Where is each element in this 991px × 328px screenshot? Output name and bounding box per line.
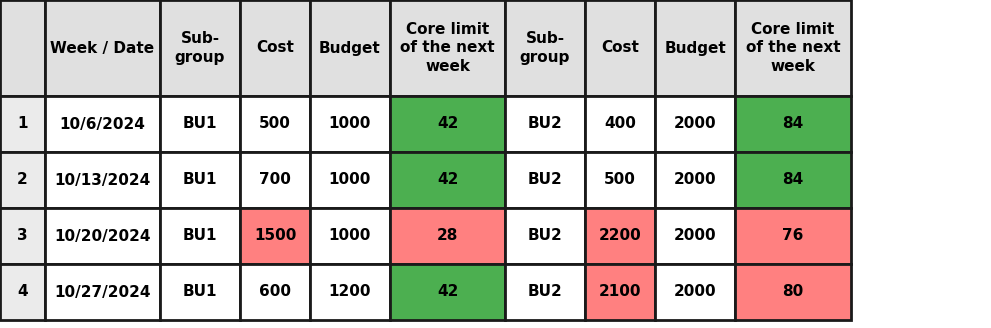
Text: BU2: BU2 — [527, 173, 562, 188]
Text: BU1: BU1 — [182, 229, 217, 243]
Text: 2100: 2100 — [599, 284, 641, 299]
Bar — [0, 152, 45, 208]
Text: 2000: 2000 — [674, 116, 716, 132]
Bar — [0, 0, 45, 96]
Bar — [0, 264, 45, 320]
Bar — [735, 264, 851, 320]
Bar — [0, 96, 45, 152]
Bar — [585, 0, 655, 96]
Bar — [390, 264, 505, 320]
Bar — [390, 152, 505, 208]
Text: 84: 84 — [782, 173, 804, 188]
Text: Cost: Cost — [602, 40, 639, 55]
Bar — [585, 208, 655, 264]
Bar — [310, 208, 390, 264]
Bar — [585, 152, 655, 208]
Text: Core limit
of the next
week: Core limit of the next week — [745, 22, 840, 74]
Bar — [240, 96, 310, 152]
Text: 42: 42 — [437, 284, 458, 299]
Bar — [240, 0, 310, 96]
Text: 400: 400 — [605, 116, 636, 132]
Bar — [585, 96, 655, 152]
Bar — [45, 0, 160, 96]
Text: 2000: 2000 — [674, 284, 716, 299]
Bar — [505, 96, 585, 152]
Bar — [310, 0, 390, 96]
Bar — [735, 96, 851, 152]
Text: Sub-
group: Sub- group — [174, 31, 225, 65]
Text: 10/13/2024: 10/13/2024 — [55, 173, 151, 188]
Bar — [160, 96, 240, 152]
Text: 76: 76 — [782, 229, 804, 243]
Bar — [655, 0, 735, 96]
Bar — [390, 96, 505, 152]
Bar — [45, 208, 160, 264]
Text: 2000: 2000 — [674, 229, 716, 243]
Text: 84: 84 — [782, 116, 804, 132]
Text: BU1: BU1 — [182, 173, 217, 188]
Text: Budget: Budget — [664, 40, 725, 55]
Bar — [655, 208, 735, 264]
Text: 10/27/2024: 10/27/2024 — [55, 284, 151, 299]
Text: 1200: 1200 — [329, 284, 372, 299]
Text: 600: 600 — [259, 284, 291, 299]
Bar — [735, 208, 851, 264]
Text: 2200: 2200 — [599, 229, 641, 243]
Bar — [310, 152, 390, 208]
Text: BU2: BU2 — [527, 229, 562, 243]
Bar — [505, 0, 585, 96]
Text: Cost: Cost — [256, 40, 294, 55]
Text: Sub-
group: Sub- group — [520, 31, 570, 65]
Bar — [585, 264, 655, 320]
Bar — [655, 96, 735, 152]
Text: 3: 3 — [17, 229, 28, 243]
Bar — [505, 264, 585, 320]
Bar — [390, 208, 505, 264]
Text: 1: 1 — [17, 116, 28, 132]
Bar — [0, 208, 45, 264]
Text: 10/20/2024: 10/20/2024 — [55, 229, 151, 243]
Bar — [45, 152, 160, 208]
Text: 80: 80 — [782, 284, 804, 299]
Bar — [655, 152, 735, 208]
Bar — [505, 208, 585, 264]
Bar — [655, 264, 735, 320]
Text: 1500: 1500 — [254, 229, 296, 243]
Text: Core limit
of the next
week: Core limit of the next week — [400, 22, 495, 74]
Bar — [160, 264, 240, 320]
Bar — [45, 264, 160, 320]
Text: 1000: 1000 — [329, 229, 372, 243]
Bar — [505, 152, 585, 208]
Text: 42: 42 — [437, 173, 458, 188]
Text: Week / Date: Week / Date — [51, 40, 155, 55]
Bar — [160, 152, 240, 208]
Text: BU2: BU2 — [527, 116, 562, 132]
Text: 4: 4 — [17, 284, 28, 299]
Text: 2000: 2000 — [674, 173, 716, 188]
Text: 1000: 1000 — [329, 173, 372, 188]
Text: 2: 2 — [17, 173, 28, 188]
Bar — [240, 152, 310, 208]
Text: 1000: 1000 — [329, 116, 372, 132]
Bar — [240, 264, 310, 320]
Bar — [735, 0, 851, 96]
Text: BU2: BU2 — [527, 284, 562, 299]
Bar — [160, 0, 240, 96]
Bar — [240, 208, 310, 264]
Text: Budget: Budget — [319, 40, 381, 55]
Bar — [310, 96, 390, 152]
Bar — [735, 152, 851, 208]
Text: BU1: BU1 — [182, 116, 217, 132]
Text: 500: 500 — [605, 173, 636, 188]
Text: 500: 500 — [259, 116, 291, 132]
Text: 28: 28 — [437, 229, 458, 243]
Text: 10/6/2024: 10/6/2024 — [59, 116, 146, 132]
Bar — [310, 264, 390, 320]
Bar — [160, 208, 240, 264]
Bar — [390, 0, 505, 96]
Text: 42: 42 — [437, 116, 458, 132]
Text: BU1: BU1 — [182, 284, 217, 299]
Text: 700: 700 — [259, 173, 291, 188]
Bar — [45, 96, 160, 152]
